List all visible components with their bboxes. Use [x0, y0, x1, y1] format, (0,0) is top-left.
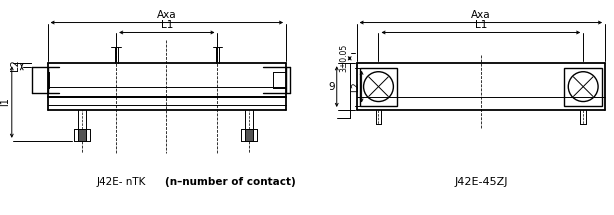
Text: Axa: Axa [157, 9, 177, 20]
Text: l1: l1 [0, 98, 10, 106]
Text: 9: 9 [328, 82, 335, 92]
Text: 3±0.05: 3±0.05 [340, 44, 349, 72]
Text: L2: L2 [352, 81, 360, 92]
Bar [79, 129, 87, 141]
Text: L2: L2 [10, 59, 20, 71]
Text: J42E- nTK: J42E- nTK [96, 177, 146, 187]
Text: L1: L1 [161, 20, 173, 31]
Text: L1: L1 [475, 20, 487, 31]
Text: (n–number of contact): (n–number of contact) [165, 177, 296, 187]
Bar [360, 68, 397, 106]
Bar [246, 129, 253, 141]
Text: J42E-45ZJ: J42E-45ZJ [454, 177, 508, 187]
Text: Axa: Axa [471, 9, 491, 20]
Bar [564, 68, 602, 106]
